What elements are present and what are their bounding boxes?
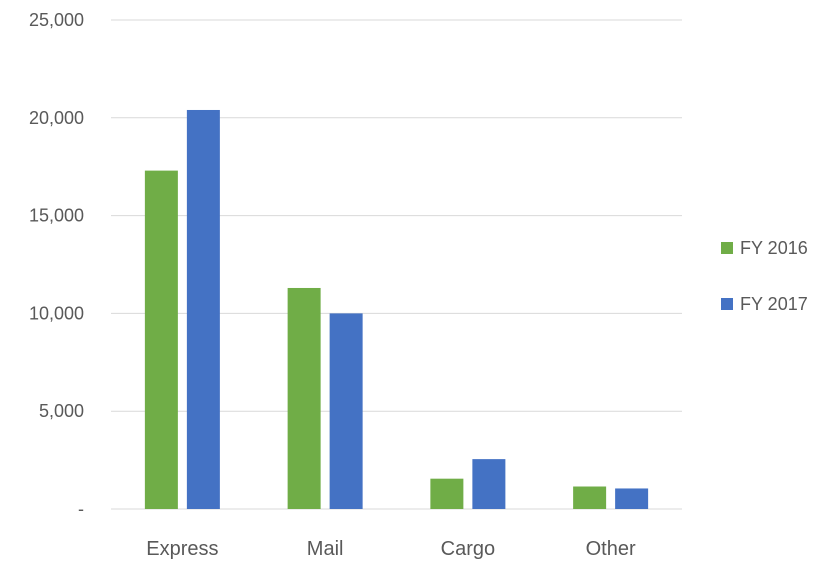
bar-mail-fy-2016 [287, 287, 321, 509]
y-tick-label: - [78, 499, 84, 519]
bars [144, 109, 649, 509]
x-category-label: Express [146, 538, 218, 560]
bar-other-fy-2016 [573, 486, 607, 509]
bar-other-fy-2017 [615, 488, 649, 509]
bar-cargo-fy-2017 [472, 459, 506, 509]
x-axis-category-labels: Express Mail Cargo Other [146, 538, 636, 560]
y-axis-tick-labels: - 5,000 10,000 15,000 20,000 25,000 [29, 10, 84, 519]
legend-swatch [721, 242, 733, 254]
x-category-label: Other [586, 538, 636, 560]
y-tick-label: 5,000 [39, 401, 84, 421]
bar-express-fy-2016 [144, 170, 178, 509]
legend-swatch [721, 298, 733, 310]
bar-express-fy-2017 [186, 109, 220, 509]
legend: FY 2016 FY 2017 [721, 238, 808, 314]
y-tick-label: 15,000 [29, 206, 84, 226]
bar-mail-fy-2017 [329, 313, 363, 509]
x-category-label: Cargo [441, 538, 495, 560]
x-category-label: Mail [307, 538, 344, 560]
bar-cargo-fy-2016 [430, 478, 464, 509]
legend-label: FY 2016 [740, 238, 808, 258]
y-tick-label: 10,000 [29, 303, 84, 323]
y-tick-label: 25,000 [29, 10, 84, 30]
y-tick-label: 20,000 [29, 108, 84, 128]
legend-label: FY 2017 [740, 294, 808, 314]
